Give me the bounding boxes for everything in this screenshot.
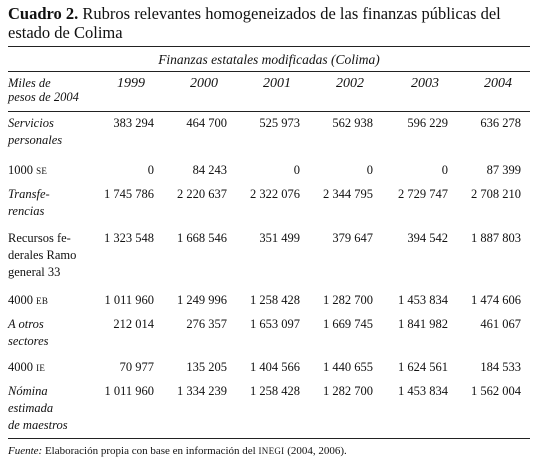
row-label: Recursos fe- derales Ramo general 33 — [8, 230, 100, 292]
cell: 84 243 — [192, 163, 227, 177]
table-title: Cuadro 2. Rubros relevantes homogeneizad… — [8, 4, 530, 42]
table-row: Recursos fe- derales Ramo general 33 1 32… — [8, 230, 521, 292]
row-label-text: 4000 — [8, 293, 33, 307]
cell: 1 669 745 — [323, 317, 373, 331]
cell: 596 229 — [407, 116, 448, 130]
cell: 1 282 700 — [323, 384, 373, 398]
cell: 0 — [293, 163, 300, 177]
cell: 1 258 428 — [250, 384, 300, 398]
cell: 461 067 — [480, 317, 521, 331]
row-label-text: Transfe- rencias — [8, 187, 50, 218]
cell: 636 278 — [480, 116, 521, 130]
cell: 1 624 561 — [398, 360, 448, 374]
cell: 1 404 566 — [250, 360, 300, 374]
cell: 379 647 — [332, 231, 373, 245]
row-label: 4000 IE — [8, 359, 100, 383]
rule — [8, 71, 530, 72]
cell: 212 014 — [113, 317, 154, 331]
cell: 1 258 428 — [250, 293, 300, 307]
cell: 525 973 — [259, 116, 300, 130]
cell: 1 562 004 — [471, 384, 521, 398]
title-number: Cuadro 2. — [8, 4, 79, 23]
cell: 2 729 747 — [398, 187, 448, 201]
cell: 0 — [147, 163, 154, 177]
cell: 2 220 637 — [177, 187, 227, 201]
cell: 464 700 — [186, 116, 227, 130]
row-label: A otros sectores — [8, 316, 100, 359]
row-label-text: 4000 — [8, 360, 33, 374]
row-label: Servicios personales — [8, 106, 100, 162]
table-row: Transfe- rencias 1 745 786 2 220 637 2 322 … — [8, 186, 521, 230]
cell: 1 453 834 — [398, 293, 448, 307]
row-label-text: A otros sectores — [8, 317, 49, 348]
cell: 1 334 239 — [177, 384, 227, 398]
cell: 1 282 700 — [323, 293, 373, 307]
cell: 1 668 546 — [177, 231, 227, 245]
cell: 1 474 606 — [471, 293, 521, 307]
column-header: 1999 — [117, 76, 145, 91]
cell: 0 — [441, 163, 448, 177]
source-years: (2004, 2006). — [287, 445, 347, 457]
cell: 1 323 548 — [104, 231, 154, 245]
rule — [8, 438, 530, 439]
cell: 276 357 — [186, 317, 227, 331]
source: Fuente: Elaboración propia con base en i… — [8, 445, 347, 457]
stub-header: Miles de pesos de 2004 — [8, 76, 79, 104]
row-label-tag: SE — [36, 166, 48, 176]
column-header: 2000 — [190, 76, 218, 91]
row-label-tag: EB — [36, 296, 49, 306]
cell: 394 542 — [407, 231, 448, 245]
row-label-text: Servicios personales — [8, 116, 63, 147]
cell: 2 344 795 — [323, 187, 373, 201]
column-header: 2001 — [263, 76, 291, 91]
column-header: 2004 — [484, 76, 512, 91]
row-label: 1000 SE — [8, 162, 100, 186]
table: Miles de pesos de 2004 1999 2000 2001 2002 20… — [8, 76, 521, 434]
cell: 383 294 — [113, 116, 154, 130]
column-header: 2002 — [336, 76, 364, 91]
cell: 562 938 — [332, 116, 373, 130]
cell: 70 977 — [119, 360, 154, 374]
spanner: Finanzas estatales modificadas (Colima) — [158, 52, 380, 67]
column-header: 2003 — [411, 76, 439, 91]
cell: 1 440 655 — [323, 360, 373, 374]
row-label-text: Nómina estimada de maestros — [8, 384, 68, 432]
cell: 135 205 — [186, 360, 227, 374]
row-label-text: Recursos fe- derales Ramo general 33 — [8, 231, 77, 279]
cell: 2 708 210 — [471, 187, 521, 201]
table-row: 4000 EB 1 011 960 1 249 996 1 258 428 1 282 … — [8, 292, 521, 316]
cell: 0 — [366, 163, 373, 177]
cell: 351 499 — [259, 231, 300, 245]
row-label: 4000 EB — [8, 292, 100, 316]
row-label: Transfe- rencias — [8, 186, 100, 230]
cell: 87 399 — [486, 163, 521, 177]
row-label-tag: IE — [36, 363, 46, 373]
cell: 1 249 996 — [177, 293, 227, 307]
cell: 1 887 803 — [471, 231, 521, 245]
table-row: A otros sectores 212 014 276 357 1 653 097 1… — [8, 316, 521, 359]
table-row: 4000 IE 70 977 135 205 1 404 566 1 440 655 1 … — [8, 359, 521, 383]
cell: 1 653 097 — [250, 317, 300, 331]
cell: 1 011 960 — [104, 293, 154, 307]
rule — [8, 46, 530, 47]
cell: 1 453 834 — [398, 384, 448, 398]
table-row: 1000 SE 0 84 243 0 0 0 87 399 — [8, 162, 521, 186]
cell: 2 322 076 — [250, 187, 300, 201]
cell: 1 745 786 — [104, 187, 154, 201]
header-row: Miles de pesos de 2004 1999 2000 2001 2002 20… — [8, 76, 521, 106]
row-label-text: 1000 — [8, 163, 33, 177]
row-label: Nómina estimada de maestros — [8, 383, 100, 434]
source-org: INEGI — [258, 446, 285, 456]
cell: 1 841 982 — [398, 317, 448, 331]
source-text: Elaboración propia con base en informaci… — [44, 445, 256, 457]
title-text: Rubros relevantes homogeneizados de las … — [8, 4, 501, 42]
rule — [8, 111, 530, 112]
table-row: Servicios personales 383 294 464 700 525 97… — [8, 106, 521, 162]
source-label: Fuente: — [8, 445, 43, 457]
cell: 184 533 — [480, 360, 521, 374]
cell: 1 011 960 — [104, 384, 154, 398]
table-row: Nómina estimada de maestros 1 011 960 1 33… — [8, 383, 521, 434]
